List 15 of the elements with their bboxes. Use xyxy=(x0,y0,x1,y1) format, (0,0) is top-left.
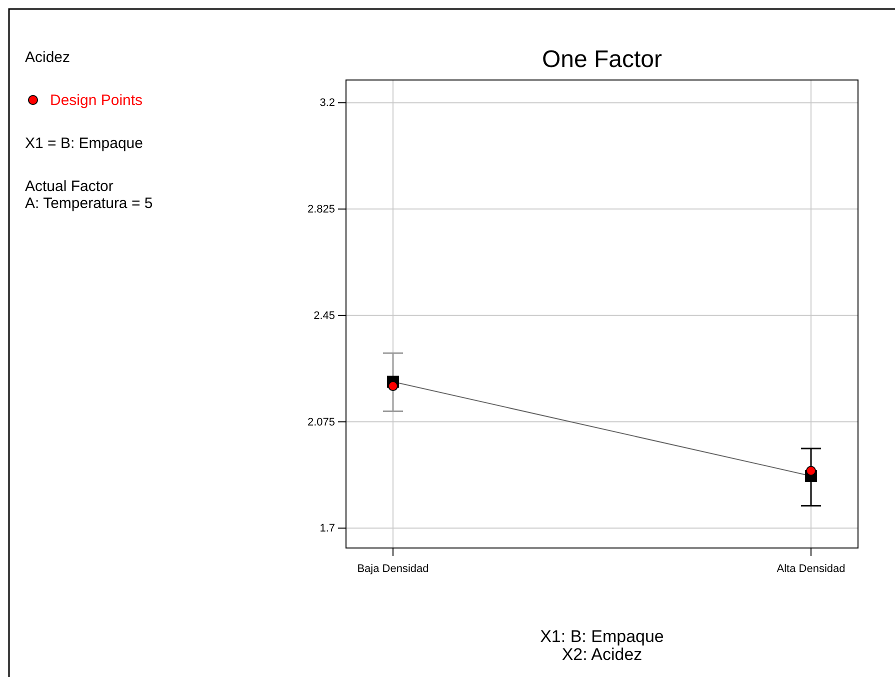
y-tick-label: 2.075 xyxy=(307,416,335,428)
point xyxy=(806,466,816,476)
y-tick-label: 2.45 xyxy=(314,310,335,322)
y-tick-label: 1.7 xyxy=(320,522,335,535)
legend-label: Design Points xyxy=(50,92,143,109)
x-tick-label: Baja Densidad xyxy=(357,563,429,576)
point xyxy=(388,381,398,392)
chart-title: One Factor xyxy=(542,46,662,73)
x-tick-label: Alta Densidad xyxy=(776,563,846,576)
text: X1 = B: Empaque xyxy=(25,135,143,152)
y-tick-label: 3.2 xyxy=(320,97,335,110)
y-tick-label: 2.825 xyxy=(307,204,335,216)
text: Acidez xyxy=(25,49,70,66)
text: Actual Factor A: Temperatura = 5 xyxy=(25,178,153,212)
x-axis-title: X1: B: Empaque X2: Acidez xyxy=(540,627,664,664)
